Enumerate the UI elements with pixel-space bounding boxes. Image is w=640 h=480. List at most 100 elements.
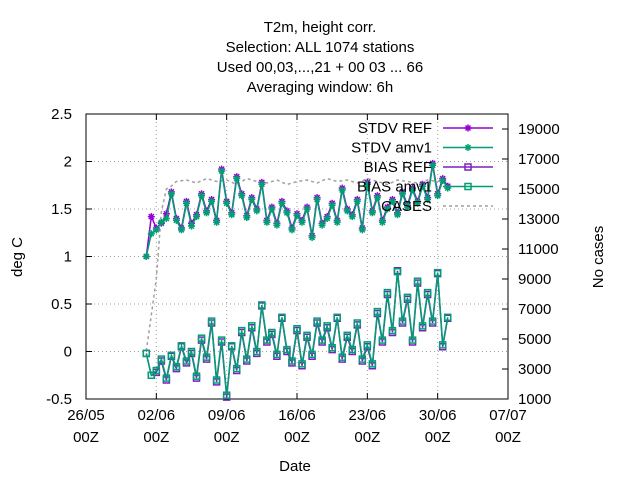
data-point — [218, 167, 226, 175]
data-point — [177, 226, 185, 234]
x-tick-label-date: 07/07 — [489, 407, 527, 424]
y-tick-label: 2 — [64, 154, 72, 171]
data-point — [222, 391, 231, 399]
data-point — [348, 213, 356, 221]
plot-frame — [85, 113, 509, 400]
data-point — [278, 313, 286, 322]
data-point — [393, 211, 401, 219]
data-point — [424, 196, 432, 203]
y-tick-label: 0.5 — [51, 296, 72, 313]
y2-tick-label: 7000 — [518, 301, 551, 318]
title-line-4: Averaging window: 6h — [247, 79, 393, 96]
y-tick-label: 0 — [64, 344, 72, 361]
data-point — [313, 196, 321, 203]
data-point — [198, 192, 206, 200]
data-point — [373, 194, 381, 202]
data-point — [202, 353, 211, 361]
data-point — [147, 230, 155, 238]
data-point — [353, 319, 362, 327]
data-point — [268, 205, 276, 213]
data-point — [263, 218, 271, 226]
data-point — [373, 307, 382, 316]
x-tick-label-hour: 00Z — [284, 429, 310, 446]
data-point — [203, 209, 211, 217]
data-point — [428, 317, 437, 325]
data-point — [343, 331, 351, 340]
data-point — [338, 353, 346, 361]
data-point — [308, 234, 316, 241]
data-point — [444, 184, 452, 192]
data-point — [223, 199, 231, 207]
data-point — [197, 334, 206, 342]
data-point — [162, 374, 171, 382]
data-point — [162, 215, 170, 222]
x-tick-label-date: 23/06 — [349, 407, 387, 424]
data-point — [328, 343, 336, 352]
data-point — [333, 313, 341, 322]
y2-tick-label: 19000 — [518, 121, 560, 138]
data-point — [263, 336, 271, 344]
y2-tick-label: 13000 — [518, 211, 560, 228]
legend-label: CASES — [381, 198, 432, 215]
data-point — [363, 341, 372, 349]
data-point — [318, 336, 326, 344]
data-point — [363, 180, 371, 188]
data-point — [419, 182, 427, 190]
data-point — [227, 342, 236, 350]
data-point — [207, 317, 216, 325]
y2-axis-label: No cases — [590, 226, 607, 289]
y2-tick-label: 9000 — [518, 271, 551, 288]
data-point — [409, 186, 417, 194]
data-point — [378, 336, 387, 344]
legend-label: STDV amv1 — [351, 140, 432, 157]
data-point — [433, 268, 442, 277]
y-tick-label: 1.5 — [51, 201, 72, 218]
title-line-1: T2m, height corr. — [264, 19, 377, 36]
chart-title: T2m, height corr. Selection: ALL 1074 st… — [217, 19, 423, 96]
legend-label: BIAS REF — [364, 159, 432, 176]
data-point — [368, 360, 377, 368]
data-point — [212, 376, 221, 384]
data-point — [358, 355, 367, 363]
data-point — [418, 322, 427, 330]
data-point — [398, 317, 407, 325]
data-point — [298, 218, 306, 226]
legend-marker — [464, 163, 472, 171]
legend-marker — [464, 182, 472, 191]
data-point — [413, 277, 422, 285]
data-point — [232, 364, 241, 373]
legend: STDV REF STDV amv1 BIAS REF BIAS amv1 CASES — [351, 120, 493, 215]
data-point — [172, 362, 181, 371]
data-point — [152, 226, 160, 234]
data-point — [288, 357, 296, 365]
data-point — [323, 215, 331, 222]
data-point — [298, 360, 306, 368]
x-tick-label-hour: 00Z — [214, 429, 240, 446]
data-point — [193, 213, 201, 221]
y2-tick-label: 1000 — [518, 391, 551, 408]
data-point — [333, 218, 341, 226]
data-point — [308, 350, 316, 359]
data-point — [213, 218, 221, 226]
data-point — [157, 218, 165, 226]
data-point — [167, 351, 176, 360]
legend-marker — [464, 144, 472, 151]
data-point — [288, 226, 296, 234]
x-tick-label-date: 26/05 — [67, 407, 105, 424]
x-tick-label-date: 02/06 — [138, 407, 176, 424]
x-tick-label-hour: 00Z — [73, 429, 99, 446]
y2-tick-label: 5000 — [518, 331, 551, 348]
x-tick-label-date: 09/06 — [208, 407, 246, 424]
data-point — [217, 336, 226, 344]
data-point — [293, 324, 301, 333]
series-line — [145, 271, 449, 396]
data-point — [142, 349, 151, 358]
data-point — [423, 288, 432, 297]
data-point — [273, 350, 281, 359]
data-point — [208, 197, 216, 205]
legend-label: BIAS amv1 — [357, 179, 432, 196]
data-point — [253, 347, 261, 356]
title-line-2: Selection: ALL 1074 stations — [226, 39, 415, 56]
data-point — [383, 288, 392, 297]
